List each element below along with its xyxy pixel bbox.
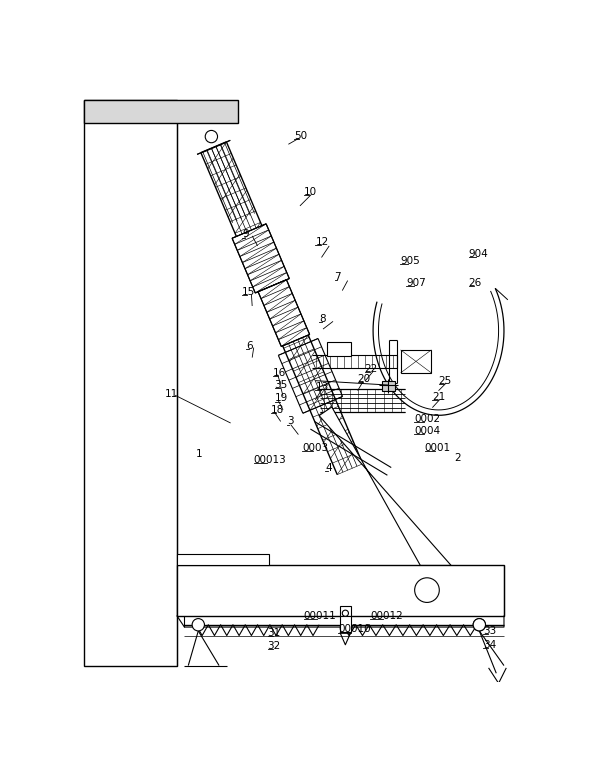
Text: 20: 20 [358, 374, 371, 384]
Text: 25: 25 [439, 375, 452, 385]
Text: 10: 10 [304, 187, 317, 197]
Circle shape [343, 611, 349, 617]
Text: 33: 33 [483, 626, 496, 636]
Polygon shape [232, 224, 289, 293]
Bar [177, 565, 504, 616]
Text: 00010: 00010 [338, 624, 371, 634]
Bar [177, 554, 269, 565]
Polygon shape [319, 407, 451, 565]
Text: 11: 11 [165, 389, 178, 399]
Bar [84, 100, 239, 123]
Circle shape [473, 619, 486, 631]
Bar [401, 350, 432, 373]
Text: 2: 2 [454, 453, 460, 463]
Text: 22: 22 [365, 364, 378, 374]
Bar [340, 606, 351, 616]
Text: 8: 8 [319, 314, 326, 324]
Text: 26: 26 [469, 278, 482, 288]
Polygon shape [258, 280, 310, 346]
Text: 4: 4 [325, 463, 332, 473]
Circle shape [473, 619, 486, 631]
Bar [328, 342, 350, 356]
Text: 0003: 0003 [302, 443, 328, 453]
Text: 907: 907 [406, 278, 426, 288]
Circle shape [205, 130, 218, 142]
Text: 0001: 0001 [425, 443, 451, 453]
Text: 0004: 0004 [414, 426, 440, 436]
Bar [84, 100, 177, 666]
Text: 6: 6 [246, 341, 252, 351]
Text: 00012: 00012 [370, 611, 403, 620]
Text: 905: 905 [400, 257, 419, 267]
Text: 0002: 0002 [414, 414, 440, 424]
Text: 19: 19 [275, 394, 288, 404]
Polygon shape [382, 381, 394, 391]
Bar [340, 616, 351, 633]
Text: 35: 35 [275, 379, 288, 390]
Text: 00011: 00011 [304, 611, 337, 620]
Text: 50: 50 [294, 131, 307, 141]
Text: 00013: 00013 [254, 455, 287, 465]
Text: 7: 7 [335, 272, 341, 282]
Text: 16: 16 [273, 368, 286, 378]
Text: 15: 15 [242, 287, 255, 297]
Text: 12: 12 [316, 237, 329, 247]
Text: 21: 21 [432, 392, 445, 402]
Text: 31: 31 [267, 628, 281, 638]
Text: 904: 904 [469, 249, 488, 259]
Text: 9: 9 [242, 229, 249, 239]
Circle shape [415, 578, 439, 602]
Text: 32: 32 [267, 641, 281, 651]
Circle shape [192, 619, 204, 631]
Text: 34: 34 [483, 640, 496, 650]
Text: 3: 3 [287, 417, 293, 427]
Text: 18: 18 [270, 405, 284, 415]
Text: 1: 1 [196, 449, 203, 459]
Text: 13: 13 [316, 381, 329, 392]
